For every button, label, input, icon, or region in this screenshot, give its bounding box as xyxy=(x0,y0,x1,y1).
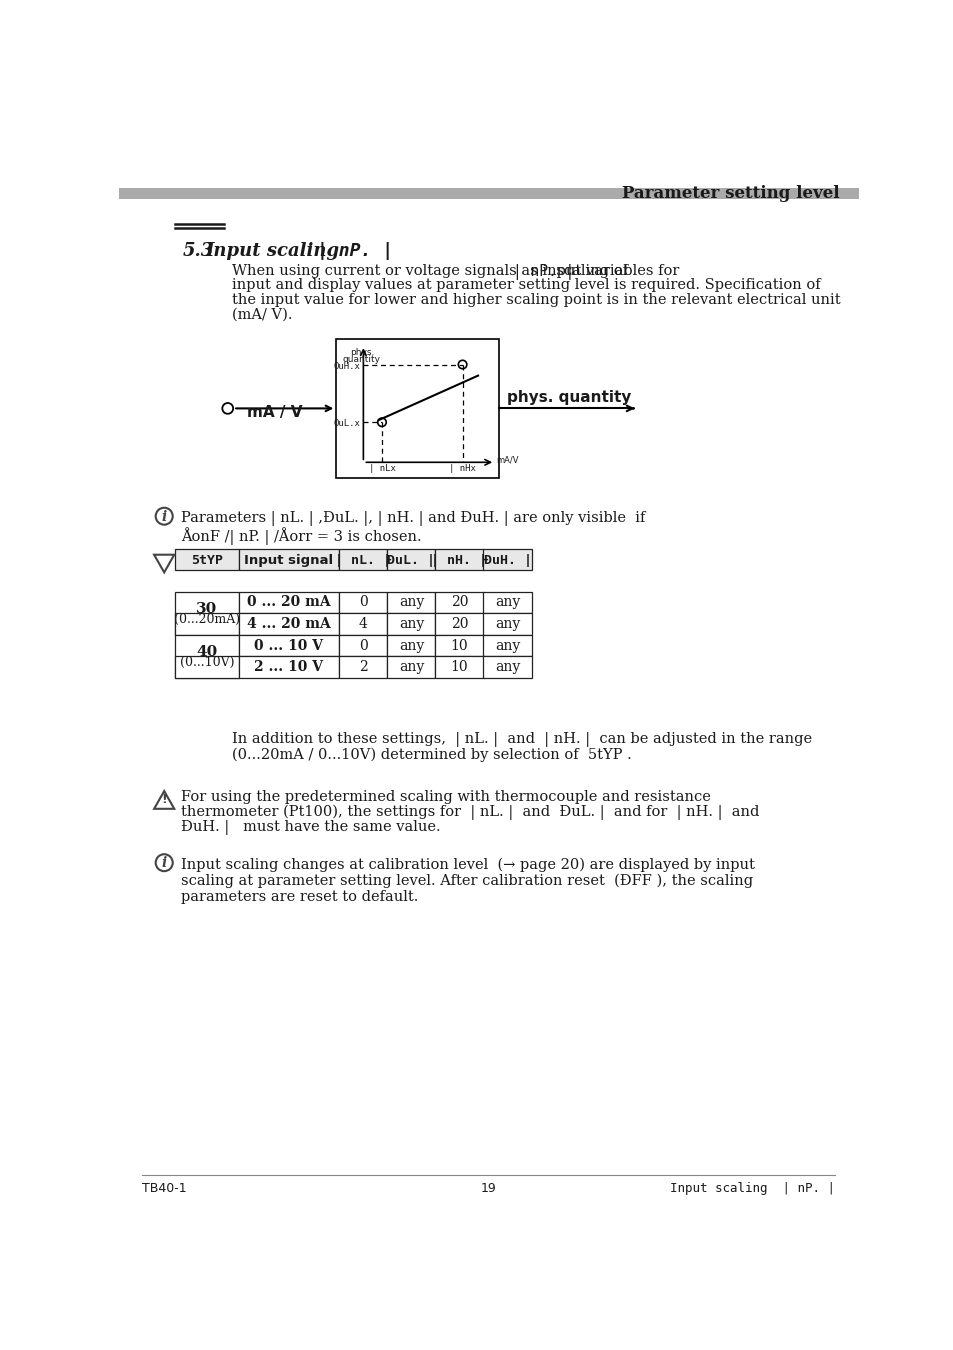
Text: thermometer (Pt100), the settings for  | nL. |  and  ÐuL. |  and for  | nH. |  a: thermometer (Pt100), the settings for | … xyxy=(181,805,759,821)
Bar xyxy=(339,656,387,678)
Text: i: i xyxy=(161,856,167,871)
Text: 0: 0 xyxy=(358,595,367,609)
Text: TB40-1: TB40-1 xyxy=(142,1183,187,1195)
Bar xyxy=(174,548,238,570)
Bar xyxy=(339,613,387,634)
Bar xyxy=(435,656,483,678)
Text: (0...10V): (0...10V) xyxy=(179,656,233,670)
Text: any: any xyxy=(495,639,519,652)
Text: | nHx: | nHx xyxy=(449,464,476,472)
Text: Parameters | nL. | ,ÐuL. |, | nH. | and ÐuH. | are only visible  if: Parameters | nL. | ,ÐuL. |, | nH. | and … xyxy=(181,510,645,525)
Text: any: any xyxy=(398,617,423,630)
Text: 20: 20 xyxy=(450,617,468,630)
Bar xyxy=(238,634,339,656)
Text: | nH. |: | nH. | xyxy=(431,554,487,567)
Bar xyxy=(238,613,339,634)
Text: any: any xyxy=(495,595,519,609)
Bar xyxy=(387,591,435,613)
Text: 19: 19 xyxy=(480,1183,497,1195)
Bar xyxy=(238,656,339,678)
Bar xyxy=(483,656,531,678)
Text: In addition to these settings,  | nL. |  and  | nH. |  can be adjusted in the ra: In addition to these settings, | nL. | a… xyxy=(232,732,811,747)
Text: (0...20mA): (0...20mA) xyxy=(173,613,239,626)
Bar xyxy=(339,548,387,570)
Bar xyxy=(119,188,858,198)
Text: !: ! xyxy=(161,792,167,806)
Text: ÐuL. |: ÐuL. | xyxy=(387,554,435,567)
Text: Input signal: Input signal xyxy=(244,554,334,567)
Text: mA/V: mA/V xyxy=(497,455,518,464)
Bar xyxy=(435,591,483,613)
Text: any: any xyxy=(495,617,519,630)
Text: scaling of: scaling of xyxy=(546,263,627,278)
Text: 2 ... 10 V: 2 ... 10 V xyxy=(254,660,323,674)
Bar xyxy=(339,591,387,613)
Text: (mA/ V).: (mA/ V). xyxy=(232,308,292,321)
Bar xyxy=(335,339,498,478)
Bar xyxy=(387,656,435,678)
Bar xyxy=(238,591,339,613)
Text: OuH.x: OuH.x xyxy=(333,362,360,370)
Bar xyxy=(174,634,238,678)
Text: 10: 10 xyxy=(450,639,468,652)
Text: OuL.x: OuL.x xyxy=(333,420,360,428)
Bar xyxy=(387,548,435,570)
Text: When using current or voltage signals as input variables for: When using current or voltage signals as… xyxy=(232,263,687,278)
Text: input and display values at parameter setting level is required. Specification o: input and display values at parameter se… xyxy=(232,278,820,292)
Text: 4 ... 20 mA: 4 ... 20 mA xyxy=(247,617,331,630)
Bar xyxy=(435,613,483,634)
Text: | nP. |: | nP. | xyxy=(512,263,574,279)
Text: 30: 30 xyxy=(196,602,217,616)
Text: ÐuH. |   must have the same value.: ÐuH. | must have the same value. xyxy=(181,821,440,836)
Text: 2: 2 xyxy=(358,660,367,674)
Text: 0: 0 xyxy=(358,639,367,652)
Text: | nLx: | nLx xyxy=(368,464,395,472)
Bar xyxy=(387,613,435,634)
Bar xyxy=(483,591,531,613)
Bar xyxy=(435,548,483,570)
Text: 5.3: 5.3 xyxy=(183,242,213,261)
Text: | nL. |: | nL. | xyxy=(335,554,391,567)
Text: Parameter setting level: Parameter setting level xyxy=(621,185,840,202)
Bar xyxy=(238,548,339,570)
Text: phys. quantity: phys. quantity xyxy=(506,390,631,405)
Text: any: any xyxy=(398,660,423,674)
Bar xyxy=(435,634,483,656)
Text: 20: 20 xyxy=(450,595,468,609)
Text: 4: 4 xyxy=(358,617,368,630)
Text: parameters are reset to default.: parameters are reset to default. xyxy=(181,890,418,903)
Text: ÅonF /| nP. | /Åorr = 3 is chosen.: ÅonF /| nP. | /Åorr = 3 is chosen. xyxy=(181,526,421,545)
Bar xyxy=(483,613,531,634)
Text: 40: 40 xyxy=(196,645,217,659)
Text: the input value for lower and higher scaling point is in the relevant electrical: the input value for lower and higher sca… xyxy=(232,293,840,306)
Text: phys.: phys. xyxy=(349,348,374,358)
Text: any: any xyxy=(398,639,423,652)
Bar xyxy=(483,634,531,656)
Bar xyxy=(174,656,238,678)
Text: mA / V: mA / V xyxy=(247,405,302,420)
Text: For using the predetermined scaling with thermocouple and resistance: For using the predetermined scaling with… xyxy=(181,790,710,803)
Text: 10: 10 xyxy=(450,660,468,674)
Text: 0 ... 10 V: 0 ... 10 V xyxy=(254,639,323,652)
Text: i: i xyxy=(161,510,167,524)
Bar xyxy=(339,634,387,656)
Text: scaling at parameter setting level. After calibration reset  (ÐFF ), the scaling: scaling at parameter setting level. Afte… xyxy=(181,873,753,888)
Text: Input scaling changes at calibration level  (→ page 20) are displayed by input: Input scaling changes at calibration lev… xyxy=(181,857,755,872)
Bar xyxy=(174,613,238,634)
Text: (0...20mA / 0...10V) determined by selection of  5tYP .: (0...20mA / 0...10V) determined by selec… xyxy=(232,747,631,761)
Bar xyxy=(387,634,435,656)
Text: 5tYP: 5tYP xyxy=(191,554,223,567)
Text: ÐuH. |: ÐuH. | xyxy=(483,554,531,567)
Text: any: any xyxy=(398,595,423,609)
Text: Input scaling  | nP. |: Input scaling | nP. | xyxy=(670,1183,835,1195)
Text: | nP. |: | nP. | xyxy=(316,242,393,261)
Text: any: any xyxy=(495,660,519,674)
Text: 0 ... 20 mA: 0 ... 20 mA xyxy=(247,595,331,609)
Text: Input scaling: Input scaling xyxy=(205,242,339,261)
Text: quantity: quantity xyxy=(342,355,380,363)
Bar xyxy=(483,548,531,570)
Bar xyxy=(174,591,238,634)
